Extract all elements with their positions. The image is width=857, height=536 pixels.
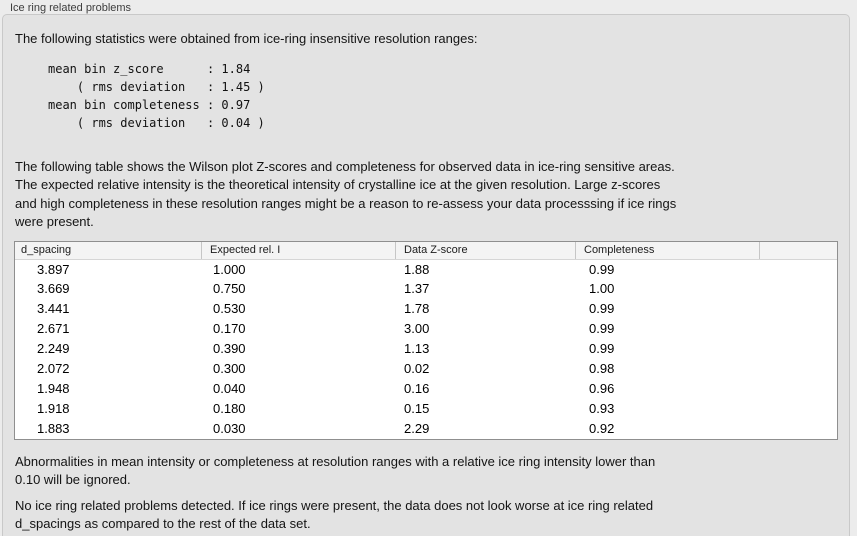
column-header-empty[interactable] [759,241,837,259]
column-header-completeness[interactable]: Completeness [575,241,759,259]
table-cell [759,339,837,359]
intro-text: The following statistics were obtained f… [15,31,478,46]
table-cell: 0.390 [213,341,246,357]
table-cell: 0.99 [589,341,615,357]
table-cell [759,299,837,319]
table-cell: 1.948 [37,380,70,396]
table-row[interactable]: 1.918 0.180 0.15 0.93 [15,399,837,419]
ice-ring-panel: The following statistics were obtained f… [2,14,850,536]
table-cell: 2.671 [37,321,70,337]
description-text: The following table shows the Wilson plo… [15,158,677,230]
column-header-data-z-score[interactable]: Data Z-score [395,241,575,259]
table-cell: 3.00 [404,321,430,337]
table-cell [759,419,837,439]
table-cell: 1.78 [404,301,430,317]
table-cell: 3.897 [37,261,70,277]
table-cell: 0.99 [589,301,615,317]
table-cell: 0.99 [589,261,615,277]
table-body: 3.897 1.000 1.88 0.99 3.669 0.750 1.37 1.00 3.44… [15,260,837,439]
table-cell: 0.99 [589,321,615,337]
ignore-note-text: Abnormalities in mean intensity or compl… [15,453,656,488]
table-row[interactable]: 2.671 0.170 3.00 0.99 [15,319,837,339]
table-cell: 0.040 [213,380,246,396]
table-header-row: d_spacing Expected rel. I Data Z-score C… [15,241,837,260]
table-cell: 1.000 [213,261,246,277]
table-cell: 0.92 [589,420,615,436]
table-cell: 2.072 [37,360,70,376]
table-row[interactable]: 1.948 0.040 0.16 0.96 [15,379,837,399]
table-cell: 0.98 [589,360,615,376]
table-cell: 0.030 [213,420,246,436]
table-cell [759,379,837,399]
table-cell: 2.249 [37,341,70,357]
table-cell: 1.883 [37,420,70,436]
stats-block: mean bin z_score : 1.84 ( rms deviation … [48,61,265,130]
table-row[interactable]: 1.883 0.030 2.29 0.92 [15,419,837,439]
table-cell [759,399,837,419]
table-cell: 0.170 [213,321,246,337]
table-row[interactable]: 3.441 0.530 1.78 0.99 [15,299,837,319]
table-cell: 0.750 [213,281,246,297]
table-cell: 0.15 [404,400,430,416]
table-cell: 2.29 [404,420,430,436]
column-header-expected-rel-i[interactable]: Expected rel. I [201,241,395,259]
table-cell: 0.96 [589,380,615,396]
table-row[interactable]: 3.669 0.750 1.37 1.00 [15,279,837,299]
table-cell: 1.88 [404,261,430,277]
table-row[interactable]: 3.897 1.000 1.88 0.99 [15,260,837,280]
table-cell [759,260,837,280]
table-cell: 1.00 [589,281,615,297]
table-cell: 0.16 [404,380,430,396]
table-cell: 0.530 [213,301,246,317]
group-box-label: Ice ring related problems [10,2,132,14]
conclusion-text: No ice ring related problems detected. I… [15,497,654,532]
table-cell [759,319,837,339]
table-cell: 0.300 [213,360,246,376]
table-cell: 1.918 [37,400,70,416]
table-cell [759,359,837,379]
column-header-d-spacing[interactable]: d_spacing [21,243,72,256]
table-cell: 1.13 [404,341,430,357]
table-row[interactable]: 2.072 0.300 0.02 0.98 [15,359,837,379]
table-cell: 3.441 [37,301,70,317]
table-cell: 3.669 [37,281,70,297]
table-cell: 0.02 [404,360,430,376]
ice-ring-table[interactable]: d_spacing Expected rel. I Data Z-score C… [14,240,838,440]
table-row[interactable]: 2.249 0.390 1.13 0.99 [15,339,837,359]
table-cell: 0.93 [589,400,615,416]
table-cell: 1.37 [404,281,430,297]
table-cell: 0.180 [213,400,246,416]
table-cell [759,279,837,299]
